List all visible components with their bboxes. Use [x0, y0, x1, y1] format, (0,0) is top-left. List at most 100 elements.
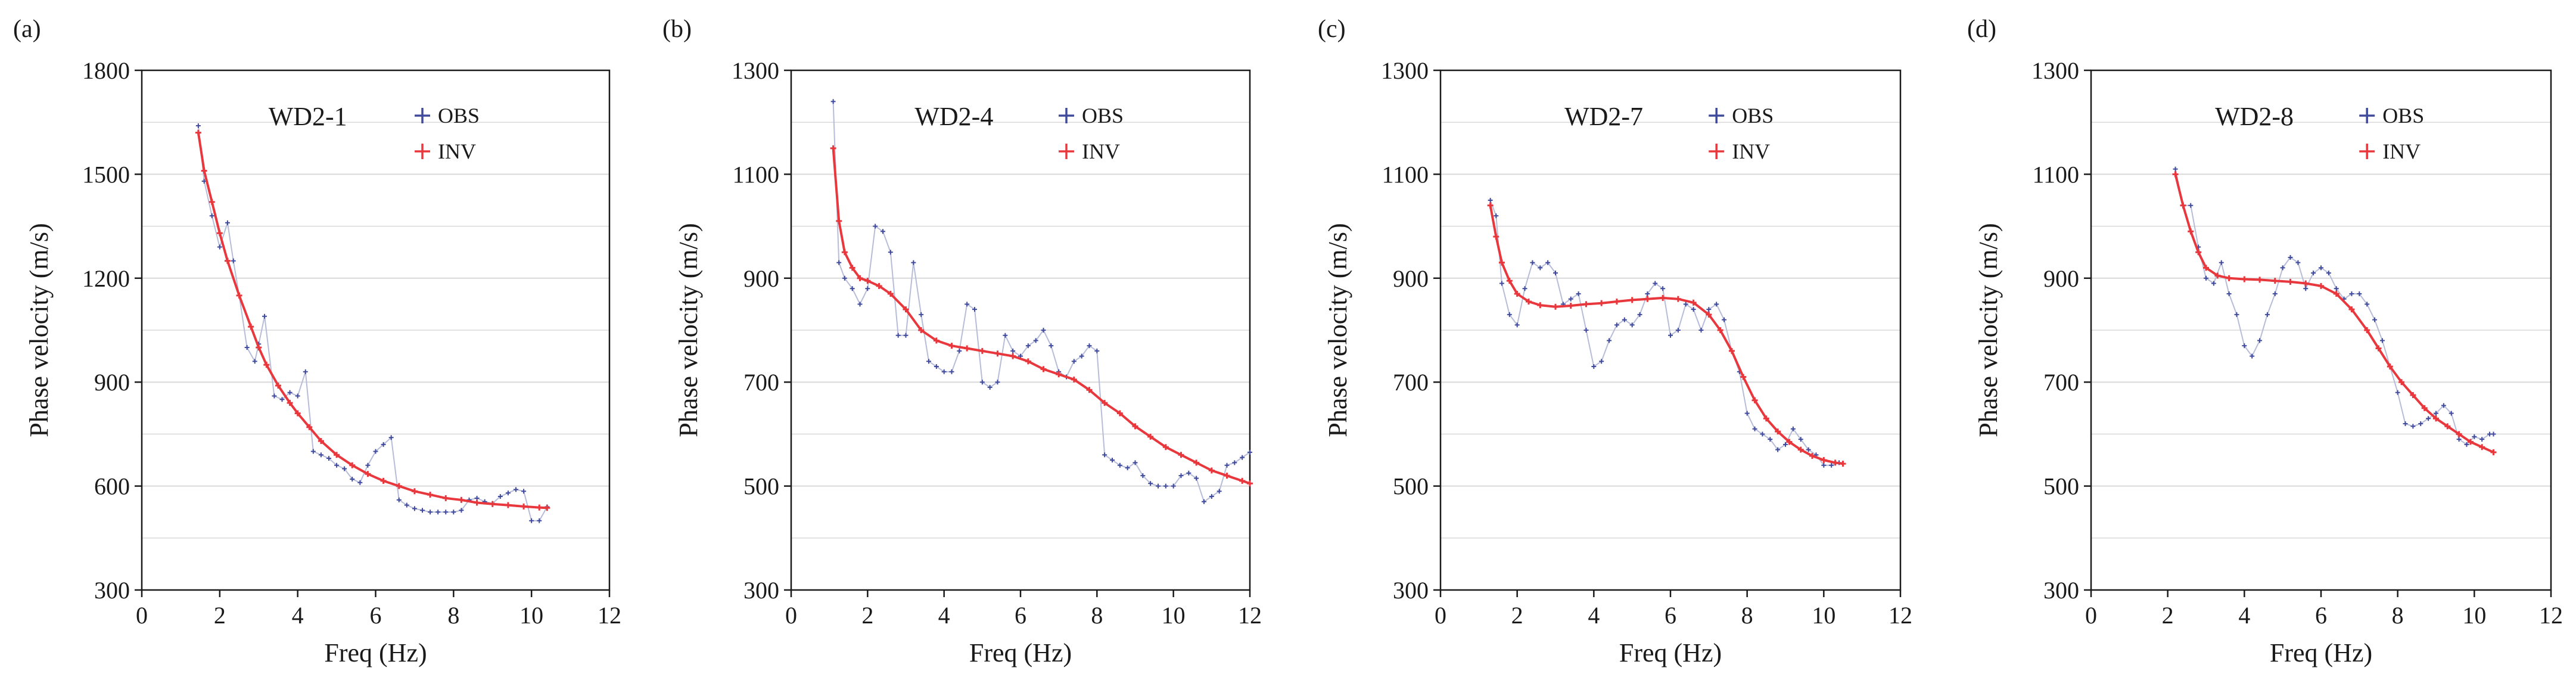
chart-b-obs-point — [1186, 470, 1191, 476]
chart-d-xlabel: Freq (Hz) — [2270, 638, 2372, 667]
chart-b-ytick-label: 300 — [743, 577, 779, 604]
chart-b-obs-point — [895, 333, 901, 338]
chart-c-inv-point — [1821, 457, 1827, 463]
chart-a-inv-point — [349, 462, 356, 468]
chart-b-xtick-label: 12 — [1238, 602, 1262, 629]
chart-d-inv-point — [2444, 423, 2451, 430]
chart-d-inv-point — [2398, 379, 2405, 386]
chart-c-obs-point — [1798, 437, 1803, 442]
chart-c-obs-point — [1683, 302, 1688, 307]
chart-a-legend-obs: OBS — [438, 104, 480, 128]
chart-d-inv-point — [2433, 415, 2439, 422]
chart-a-inv-point — [318, 438, 324, 445]
chart-b-inv-point — [1178, 452, 1184, 458]
chart-c-obs-point — [1790, 426, 1796, 431]
chart-a-ytick-label: 1200 — [82, 265, 130, 292]
chart-d-legend-obs: OBS — [2382, 104, 2424, 128]
chart-d-obs-point — [2226, 291, 2232, 296]
chart-d-ytick-label: 1300 — [2031, 57, 2079, 84]
chart-b-obs-point — [830, 99, 836, 104]
chart-a-inv-point — [489, 501, 496, 507]
chart-d-obs-point — [2426, 416, 2431, 421]
chart-b-inv-point — [1247, 480, 1253, 487]
chart-b-obs-point — [842, 275, 847, 281]
chart-b-inv-point — [887, 290, 894, 297]
chart-c-obs-point — [1653, 281, 1658, 286]
chart-b-obs-point — [941, 369, 947, 374]
chart-b-inv-point — [1132, 423, 1138, 430]
chart-b-obs-point — [888, 250, 893, 255]
chart-a-inv-point — [458, 496, 465, 503]
chart-a-obs-point — [350, 476, 355, 482]
chart-d-inv-point — [2490, 449, 2497, 455]
chart-a-ytick-label: 900 — [94, 369, 130, 396]
chart-a-inv-point — [236, 292, 242, 299]
chart-c-obs-point — [1538, 265, 1543, 271]
chart-d-inv-point — [2364, 327, 2370, 333]
chart-a-series-inv-line — [197, 132, 547, 510]
chart-c-obs-point — [1522, 286, 1527, 291]
chart-c-inv-point — [1717, 327, 1723, 333]
chart-c-xtick-label: 8 — [1741, 602, 1753, 629]
chart-b-obs-point — [972, 307, 977, 312]
chart-b-inv-point — [1239, 477, 1246, 484]
chart-a-obs-point — [303, 369, 308, 374]
chart-a-obs-point — [334, 462, 340, 468]
chart-d-inv-point — [2172, 171, 2179, 178]
chart-b-obs-point — [1247, 449, 1252, 455]
chart-a-inv-point — [505, 502, 511, 508]
chart-a-obs-point — [497, 494, 503, 499]
chart-d-obs-point — [2272, 291, 2278, 296]
chart-a-inv-point — [263, 362, 270, 368]
chart-b-obs-point — [1094, 348, 1100, 353]
chart-b-obs-point — [1178, 473, 1184, 479]
chart-d-obs-point — [2395, 390, 2400, 395]
chart-c-inv-point — [1675, 296, 1681, 302]
chart-c-inv-point — [1598, 300, 1605, 306]
chart-b-inv-point — [841, 249, 848, 256]
chart-d-inv-point — [2180, 202, 2186, 209]
chart-d-inv-point — [2203, 265, 2209, 271]
chart-c-obs-point — [1752, 426, 1757, 431]
chart-d-obs-point — [2418, 421, 2423, 426]
chart-b-inv-point — [1056, 371, 1062, 378]
chart-a-ytick-label: 1800 — [82, 57, 130, 84]
chart-d-inv-point — [2303, 280, 2309, 287]
chart-c-obs-point — [1783, 442, 1788, 447]
chart-c-inv-point — [1763, 415, 1769, 422]
chart-b-obs-point — [836, 260, 842, 265]
chart-c-inv-point — [1797, 446, 1804, 453]
chart-c-obs-point — [1568, 296, 1573, 302]
chart-b: (b) 300 500 700 900 1100 1300 0 2 4 6 8 10 12 Freq (Hz… — [662, 15, 1262, 667]
chart-d-inv-point — [2241, 276, 2248, 282]
chart-c-obs-point — [1668, 333, 1673, 338]
chart-c-xtick-label: 2 — [1511, 602, 1523, 629]
chart-b-obs-point — [1217, 489, 1222, 494]
chart-d-inv-point — [2467, 439, 2474, 445]
chart-d-obs-point — [2491, 431, 2496, 437]
chart-b-obs-point — [1003, 333, 1008, 338]
chart-c-obs-point — [1599, 359, 1604, 364]
chart-b-obs-point — [1240, 455, 1245, 460]
chart-d-obs-point — [2188, 203, 2194, 208]
chart-d-obs-point — [2403, 421, 2408, 426]
chart-b-inv-point — [1224, 473, 1230, 479]
chart-b-obs-point — [1079, 353, 1084, 359]
chart-a-obs-point — [225, 220, 230, 225]
chart-b-obs-point — [1133, 460, 1138, 465]
chart-c-obs-point — [1591, 364, 1597, 369]
chart-a-inv-point — [224, 257, 231, 264]
chart-a-xtick-label: 10 — [519, 602, 543, 629]
chart-a-obs-point — [195, 123, 201, 129]
chart-d-obs-point — [2326, 271, 2331, 276]
chart-a-ytick-label: 300 — [94, 577, 130, 604]
chart-b-obs-point — [911, 260, 916, 265]
chart-d-ytick-label: 500 — [2043, 473, 2079, 500]
chart-b-inv-point — [1208, 467, 1215, 474]
chart-a-inv-point — [521, 503, 527, 510]
chart-c-inv-point — [1706, 311, 1712, 318]
chart-d-xtick-label: 8 — [2392, 602, 2404, 629]
chart-c-obs-point — [1545, 260, 1551, 265]
chart-b-obs-point — [934, 364, 939, 369]
chart-b-obs-point — [850, 286, 855, 291]
